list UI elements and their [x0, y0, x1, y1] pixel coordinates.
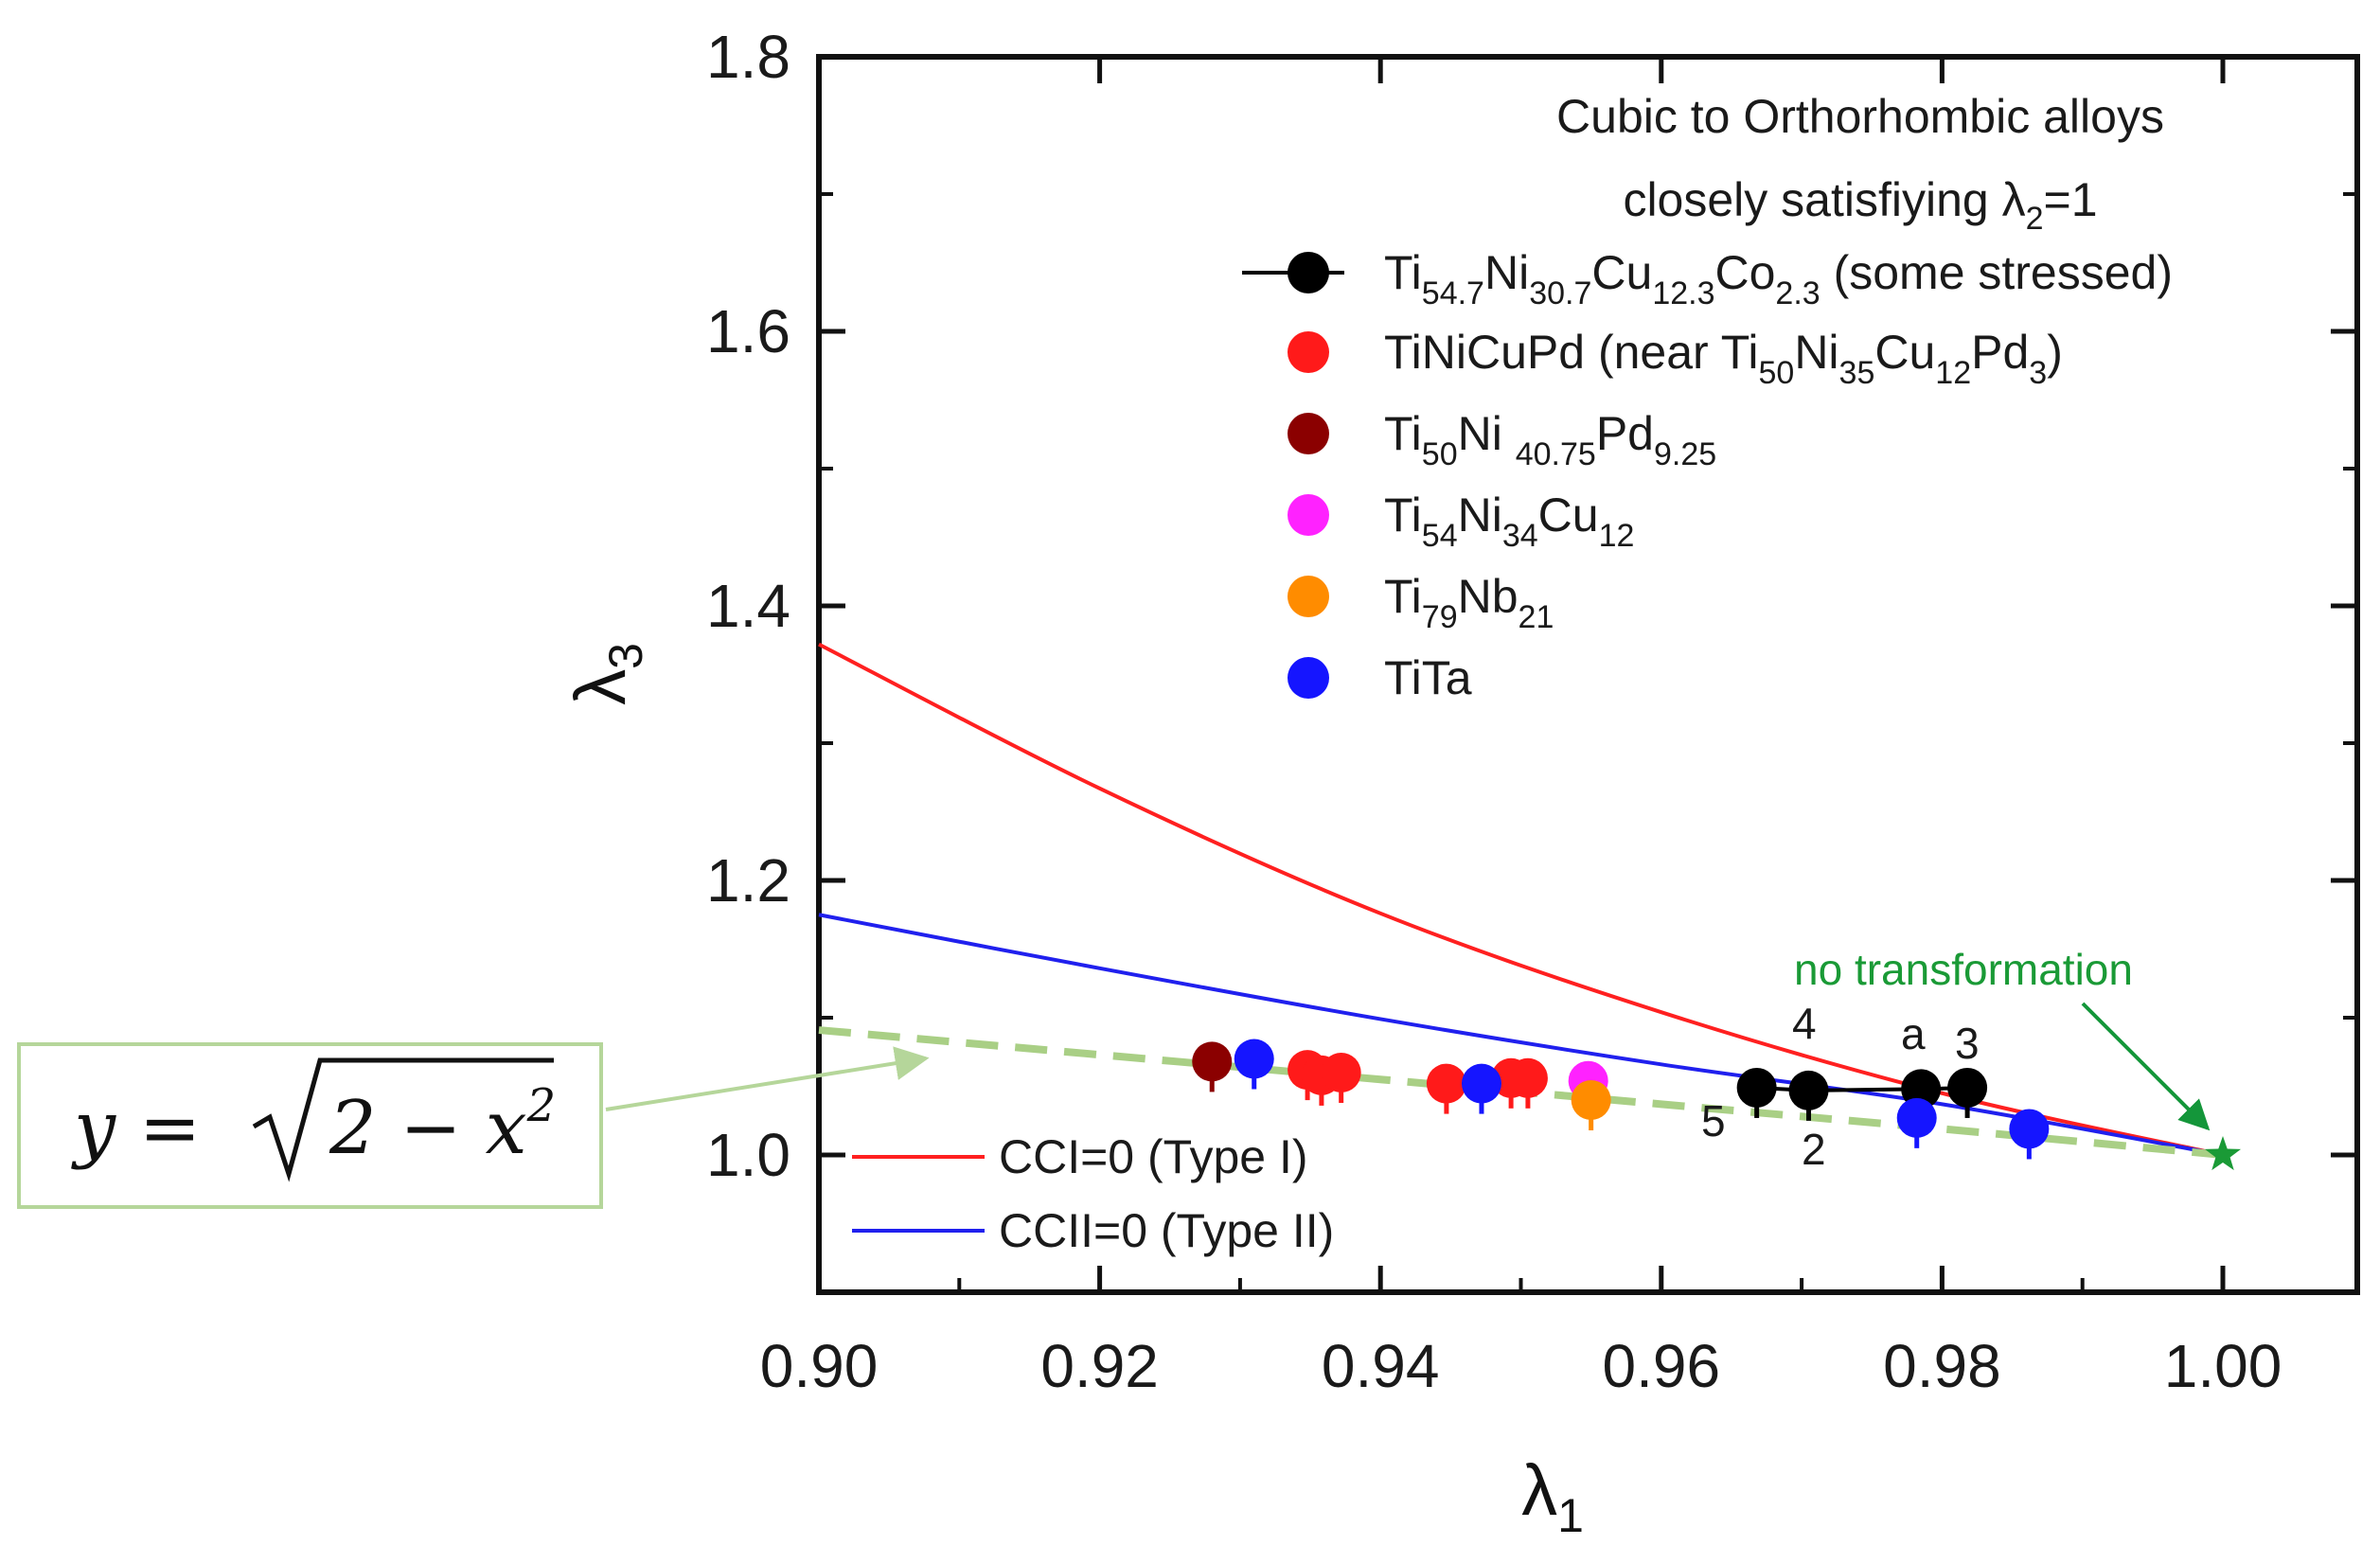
curve-1 — [818, 913, 2224, 1157]
formula-radicand: 2 − x2 — [329, 1079, 556, 1171]
x-tick-label: 0.96 — [1603, 1332, 1721, 1400]
point-label-3: 3 — [1955, 1019, 1980, 1068]
axis-ticks: 0.90 0.92 0.94 0.96 0.98 1.00 1.0 1.2 1.4 1.6 1.8 — [706, 23, 2357, 1400]
y-tick-label: 1.2 — [706, 846, 790, 915]
no-transformation-star — [2204, 1136, 2242, 1171]
point-label-5: 5 — [1701, 1096, 1726, 1145]
series-0-point — [1736, 1067, 1777, 1108]
data-points — [1192, 1039, 2242, 1171]
point-label-2: 2 — [1802, 1125, 1826, 1174]
series-5-point — [1461, 1063, 1501, 1104]
series-2-point — [1192, 1041, 1233, 1082]
legend-s5-marker — [1288, 576, 1329, 617]
formula-text: y = — [71, 1086, 201, 1171]
legend-title-line2: closely satisfiying λ2=1 — [1623, 173, 2097, 237]
y-axis-label-main: λ — [560, 669, 641, 705]
y-axis-label: λ3 — [560, 643, 652, 705]
y-axis-label-sub: 3 — [599, 643, 652, 669]
y-tick-label: 1.0 — [706, 1121, 790, 1189]
x-tick-label: 0.92 — [1040, 1332, 1159, 1400]
legend-s1-label: Ti54.7Ni30.7Cu12.3Co2.3 (some stressed) — [1384, 246, 2173, 311]
x-tick-label: 0.94 — [1322, 1332, 1440, 1400]
legend-s3-marker — [1288, 413, 1329, 454]
series-1-point — [1321, 1053, 1361, 1092]
legend-s6-label: TiTa — [1384, 651, 1472, 704]
y-tick-label: 1.8 — [706, 23, 790, 91]
x-tick-label: 1.00 — [2164, 1332, 2282, 1400]
point-label-4: 4 — [1792, 999, 1817, 1048]
series-5-point — [2009, 1109, 2050, 1149]
series-0-line — [1756, 1085, 1968, 1092]
legend-s5-label: Ti79Nb21 — [1384, 570, 1554, 635]
legend-title-line1: Cubic to Orthorhombic alloys — [1556, 90, 2164, 143]
legend-ccii-label: CCII=0 (Type II) — [999, 1204, 1334, 1257]
no-transformation-label: no transformation — [1794, 945, 2133, 994]
legend-s3-label: Ti50Ni 40.75Pd9.25 — [1384, 407, 1716, 472]
legend-cci-label: CCI=0 (Type I) — [999, 1130, 1308, 1183]
formula-box — [17, 1042, 603, 1209]
x-tick-label: 0.90 — [760, 1332, 879, 1400]
legend-s6-marker — [1288, 657, 1329, 699]
series-1-point — [1507, 1057, 1548, 1098]
x-axis-label-sub: 1 — [1557, 1489, 1584, 1542]
x-axis-label: λ1 — [1521, 1450, 1584, 1542]
formula-radical — [252, 1057, 554, 1182]
series-0-point — [1947, 1067, 1988, 1108]
series-5-point — [1234, 1039, 1274, 1079]
legend-s1-marker — [1288, 252, 1329, 293]
legend-s2-marker — [1288, 331, 1329, 373]
legend: Ti54.7Ni30.7Cu12.3Co2.3 (some stressed) … — [852, 246, 2173, 1257]
point-label-a: a — [1901, 1009, 1926, 1058]
formula-arrow — [605, 1046, 930, 1111]
series-0-point — [1788, 1070, 1829, 1110]
series-4-point — [1571, 1080, 1611, 1120]
y-tick-label: 1.4 — [706, 572, 790, 640]
x-tick-label: 0.98 — [1883, 1332, 2001, 1400]
no-transformation-arrow — [2081, 1002, 2211, 1131]
series-5-point — [1896, 1097, 1937, 1138]
legend-s4-label: Ti54Ni34Cu12 — [1384, 488, 1634, 554]
legend-s4-marker — [1288, 494, 1329, 536]
x-axis-label-main: λ — [1521, 1450, 1557, 1531]
y-tick-label: 1.6 — [706, 297, 790, 365]
series-1-point — [1426, 1063, 1466, 1104]
plot-area — [816, 54, 2360, 1295]
legend-s2-label: TiNiCuPd (near Ti50Ni35Cu12Pd3) — [1384, 326, 2063, 391]
